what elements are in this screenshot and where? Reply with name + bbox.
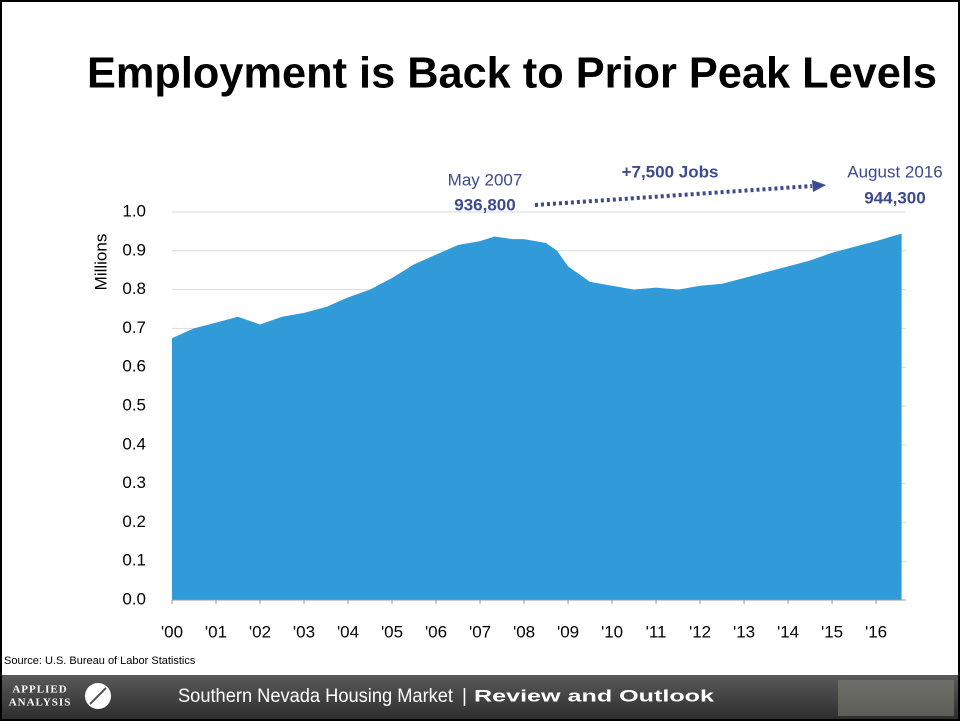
- y-axis-label: Millions: [91, 234, 110, 291]
- slide: Employment is Back to Prior Peak Levels …: [0, 0, 960, 721]
- x-tick-label: '09: [557, 622, 579, 641]
- y-tick-label: 0.5: [122, 395, 146, 414]
- x-tick-label: '01: [205, 622, 227, 641]
- annotation: 936,800: [454, 195, 515, 214]
- x-tick-label: '00: [161, 622, 183, 641]
- x-tick-label: '08: [513, 622, 535, 641]
- x-tick-label: '05: [381, 622, 403, 641]
- x-tick-label: '15: [821, 622, 843, 641]
- x-tick-label: '02: [249, 622, 271, 641]
- source-note: Source: U.S. Bureau of Labor Statistics: [4, 655, 196, 667]
- y-tick-label: 0.2: [122, 512, 146, 531]
- logo-text: APPLIED: [12, 684, 67, 696]
- x-tick-label: '06: [425, 622, 447, 641]
- x-tick-label: '10: [601, 622, 623, 641]
- y-tick-label: 0.0: [122, 589, 146, 608]
- x-tick-label: '03: [293, 622, 315, 641]
- x-tick-label: '14: [777, 622, 799, 641]
- footer-image: [838, 680, 954, 716]
- x-tick-label: '11: [646, 622, 667, 641]
- y-tick-label: 0.3: [122, 473, 146, 492]
- logo-text: ANALYSIS: [9, 697, 72, 709]
- y-tick-label: 0.6: [122, 357, 146, 376]
- y-tick-label: 0.7: [122, 318, 146, 337]
- y-tick-label: 0.8: [122, 279, 146, 298]
- annotation: May 2007: [448, 170, 523, 189]
- y-tick-label: 0.1: [122, 551, 146, 570]
- x-tick-label: '04: [337, 622, 359, 641]
- x-tick-label: '16: [865, 622, 887, 641]
- y-tick-label: 0.4: [122, 434, 146, 453]
- y-tick-label: 0.9: [122, 240, 146, 259]
- annotation: +7,500 Jobs: [622, 162, 719, 181]
- chart-title: Employment is Back to Prior Peak Levels: [87, 49, 937, 98]
- x-tick-label: '07: [469, 622, 491, 641]
- footer-title: Southern Nevada Housing Market: [178, 686, 454, 707]
- footer-separator: |: [462, 686, 467, 707]
- page: Employment is Back to Prior Peak Levels …: [0, 0, 960, 721]
- annotation: August 2016: [847, 162, 942, 181]
- y-tick-label: 1.0: [122, 201, 146, 220]
- footer-subtitle: Review and Outlook: [474, 686, 715, 705]
- x-tick-label: '13: [733, 622, 755, 641]
- x-tick-label: '12: [689, 622, 711, 641]
- annotation: 944,300: [864, 188, 925, 207]
